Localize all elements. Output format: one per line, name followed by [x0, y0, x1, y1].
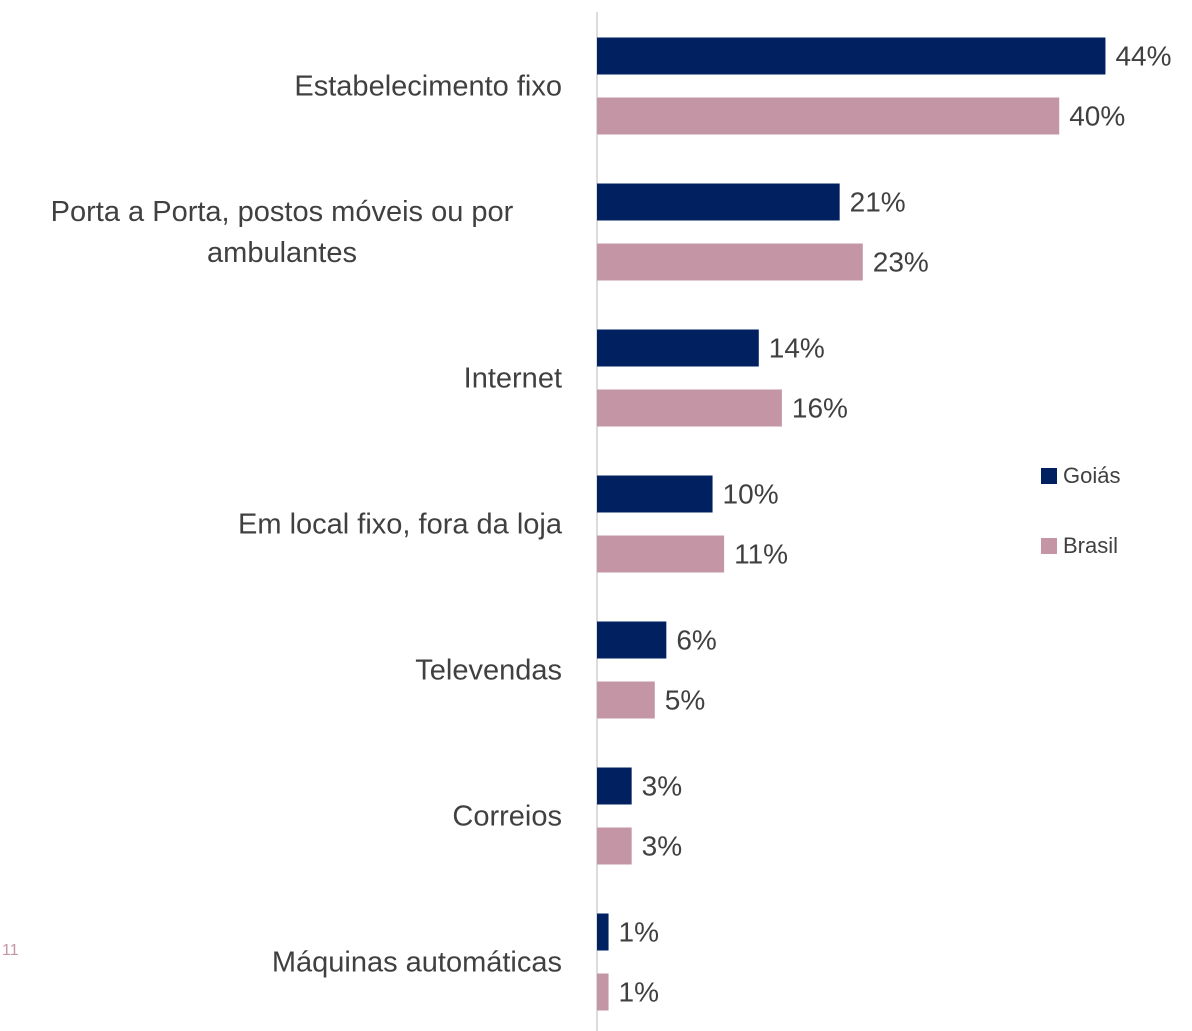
bar	[597, 621, 667, 659]
legend-swatch	[1041, 538, 1057, 554]
value-label: 14%	[769, 332, 825, 363]
bar	[597, 827, 632, 865]
bar	[597, 243, 863, 281]
value-label: 1%	[619, 916, 659, 947]
legend-label: Brasil	[1063, 533, 1118, 558]
value-label: 1%	[619, 976, 659, 1007]
category-label: Televendas	[415, 654, 562, 687]
bar	[597, 329, 759, 367]
bar	[597, 475, 713, 513]
value-label: 16%	[792, 392, 848, 423]
value-label: 3%	[642, 830, 682, 861]
value-label: 5%	[665, 684, 705, 715]
category-label: Correios	[452, 800, 562, 833]
bar	[597, 767, 632, 805]
category-label: Internet	[463, 362, 562, 395]
page-number: 11	[2, 942, 19, 959]
bar	[597, 389, 782, 427]
category-label: Máquinas automáticas	[271, 946, 562, 979]
bar	[597, 183, 840, 221]
value-label: 44%	[1115, 40, 1171, 71]
category-label: Em local fixo, fora da loja	[238, 508, 562, 541]
bar	[597, 973, 609, 1011]
value-label: 40%	[1069, 100, 1125, 131]
bar	[597, 97, 1060, 135]
bar	[597, 913, 609, 951]
legend-label: Goiás	[1063, 463, 1120, 488]
bar	[597, 681, 655, 719]
value-label: 10%	[723, 478, 779, 509]
value-label: 3%	[642, 770, 682, 801]
value-label: 21%	[850, 186, 906, 217]
bar	[597, 37, 1106, 75]
value-label: 11%	[734, 538, 788, 569]
value-label: 23%	[873, 246, 929, 277]
bar	[597, 535, 725, 573]
category-label: Porta a Porta, postos móveis ou por ambu…	[50, 196, 514, 269]
legend-swatch	[1041, 468, 1057, 484]
value-label: 6%	[676, 624, 716, 655]
category-label: Estabelecimento fixo	[294, 70, 562, 103]
